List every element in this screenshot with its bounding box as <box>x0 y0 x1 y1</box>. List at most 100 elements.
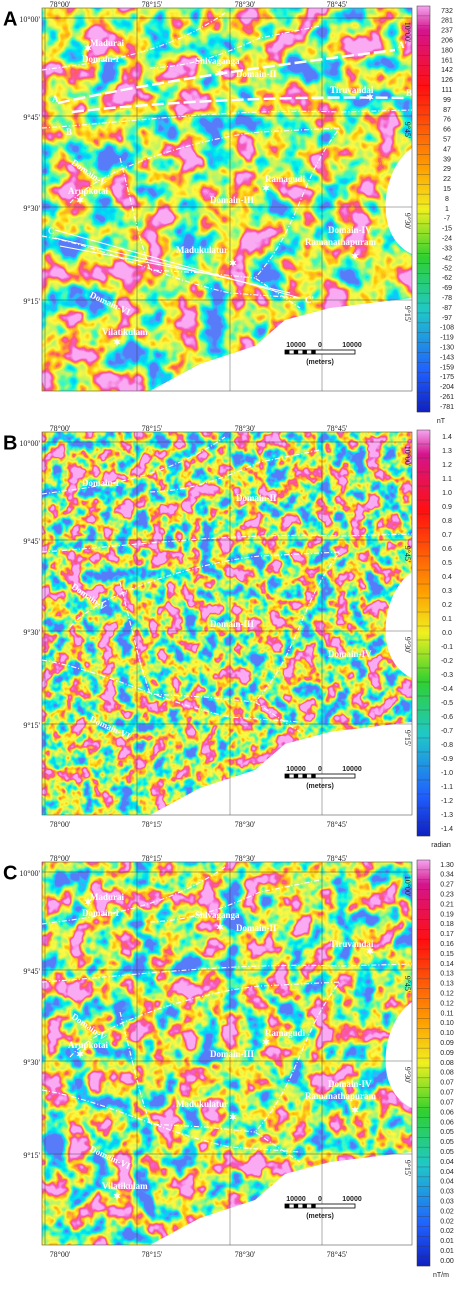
colorbar-label: 0.3 <box>442 588 452 595</box>
lat-label: 10°00' <box>19 869 40 878</box>
lat-label: 9°15' <box>403 306 412 323</box>
colorbar-label: 87 <box>443 107 451 114</box>
colorbar-label: 0.19 <box>440 911 454 918</box>
colorbar-label: 0.12 <box>440 1000 454 1007</box>
fault-line <box>54 237 291 294</box>
map-frame <box>41 861 413 1246</box>
colorbar-label: 142 <box>441 67 453 74</box>
profile-label: A' <box>398 40 407 50</box>
lon-label: 78°00' <box>50 820 71 829</box>
colorbar-label: 1.3 <box>442 448 452 455</box>
place-label: Ramagudi <box>265 1028 306 1038</box>
colorbar-label: 0.07 <box>440 1090 454 1097</box>
colorbar-label: 57 <box>443 137 451 144</box>
lon-label: 78°15' <box>142 424 163 433</box>
colorbar-unit: nT <box>437 418 446 425</box>
colorbar-label: 8 <box>445 196 449 203</box>
place-label: Madukulatur <box>176 245 228 255</box>
colorbar-label: 0.09 <box>440 1050 454 1057</box>
colorbar-label: -0.2 <box>441 658 453 665</box>
colorbar-label: 0.03 <box>440 1198 454 1205</box>
place-marker <box>84 897 92 907</box>
domain-boundary <box>69 981 342 1163</box>
fault-line <box>54 229 301 299</box>
domain-label: Domain-I <box>82 478 119 488</box>
colorbar-label: -175 <box>440 374 454 381</box>
colorbar-label: -0.6 <box>441 714 453 721</box>
colorbar-label: 0.02 <box>440 1228 454 1235</box>
colorbar-label: 0.05 <box>440 1129 454 1136</box>
place-label: Madurai <box>90 38 125 48</box>
lat-label: 9°45' <box>403 976 412 993</box>
lat-label: 9°15' <box>403 1160 412 1177</box>
colorbar-label: 0.8 <box>442 518 452 525</box>
scale-label: 10000 <box>286 342 306 349</box>
lon-label: 78°45' <box>327 854 348 863</box>
colorbar-unit: radian <box>431 842 451 849</box>
lat-label: 10°00' <box>403 876 412 897</box>
domain-boundary <box>41 109 413 129</box>
colorbar-label: 0.06 <box>440 1109 454 1116</box>
colorbar-label: -69 <box>442 285 452 292</box>
colorbar-label: 22 <box>443 176 451 183</box>
colorbar <box>416 5 431 413</box>
colorbar-label: 0.5 <box>442 560 452 567</box>
colorbar-label: 0.01 <box>440 1238 454 1245</box>
domain-label: Domain-III <box>210 619 255 629</box>
colorbar-label: 0.08 <box>440 1060 454 1067</box>
place-label: Vilatikulam <box>102 1181 148 1191</box>
profile-label: C <box>48 226 55 236</box>
colorbar-label: 0.02 <box>440 1208 454 1215</box>
scale-unit: (meters) <box>306 359 334 366</box>
scale-bar-segment <box>302 350 307 354</box>
colorbar-label: 0.08 <box>440 1070 454 1077</box>
scale-label: 10000 <box>286 1196 306 1203</box>
domain-boundary <box>69 551 342 733</box>
domain-boundary <box>41 659 301 723</box>
domain-boundary <box>41 1089 301 1153</box>
lat-label: 9°30' <box>403 637 412 654</box>
colorbar-label: 0.01 <box>440 1248 454 1255</box>
lon-label: 78°30' <box>235 854 256 863</box>
scale-bar-segment <box>311 774 316 778</box>
domain-label: Domain-II <box>236 493 277 503</box>
scale-bar-segment <box>293 774 299 778</box>
lat-label: 9°30' <box>403 1067 412 1084</box>
colorbar-label: 0.6 <box>442 546 452 553</box>
colorbar-label: 0.27 <box>440 882 454 889</box>
colorbar-label: -24 <box>442 236 452 243</box>
colorbar-label: 0.23 <box>440 892 454 899</box>
lat-label: 9°15' <box>23 721 40 730</box>
colorbar-label: 0.03 <box>440 1189 454 1196</box>
colorbar-label: -159 <box>440 364 454 371</box>
domain-label: Domain-II <box>236 69 277 79</box>
colorbar-label: -119 <box>440 335 454 342</box>
place-marker <box>229 1112 237 1122</box>
domain-label: Domain-IV <box>328 1079 372 1089</box>
place-marker <box>113 337 121 347</box>
domain-label: Domain-II <box>236 923 277 933</box>
map-frame <box>41 7 413 392</box>
lat-label: 9°15' <box>23 297 40 306</box>
place-label: Madukulatur <box>176 1099 228 1109</box>
panel-letter: A <box>3 8 17 30</box>
lon-label: 78°30' <box>235 820 256 829</box>
lon-label: 78°45' <box>327 0 348 9</box>
domain-boundary <box>41 12 321 71</box>
colorbar-label: 111 <box>442 87 453 94</box>
lat-label: 10°00' <box>19 15 40 24</box>
colorbar-label: 0.02 <box>440 1218 454 1225</box>
domain-boundary <box>41 235 301 299</box>
colorbar-label: -52 <box>442 265 452 272</box>
colorbar-label: 1 <box>445 206 449 213</box>
colorbar-label: 0.16 <box>440 941 454 948</box>
colorbar-label: -42 <box>442 255 452 262</box>
lon-label: 78°00' <box>50 0 71 9</box>
panel-letter: B <box>3 432 17 454</box>
lon-label: 78°45' <box>327 1250 348 1259</box>
colorbar-label: -78 <box>442 295 452 302</box>
place-marker <box>216 922 224 932</box>
colorbar-label: 76 <box>443 117 451 124</box>
colorbar-label: -62 <box>442 275 452 282</box>
